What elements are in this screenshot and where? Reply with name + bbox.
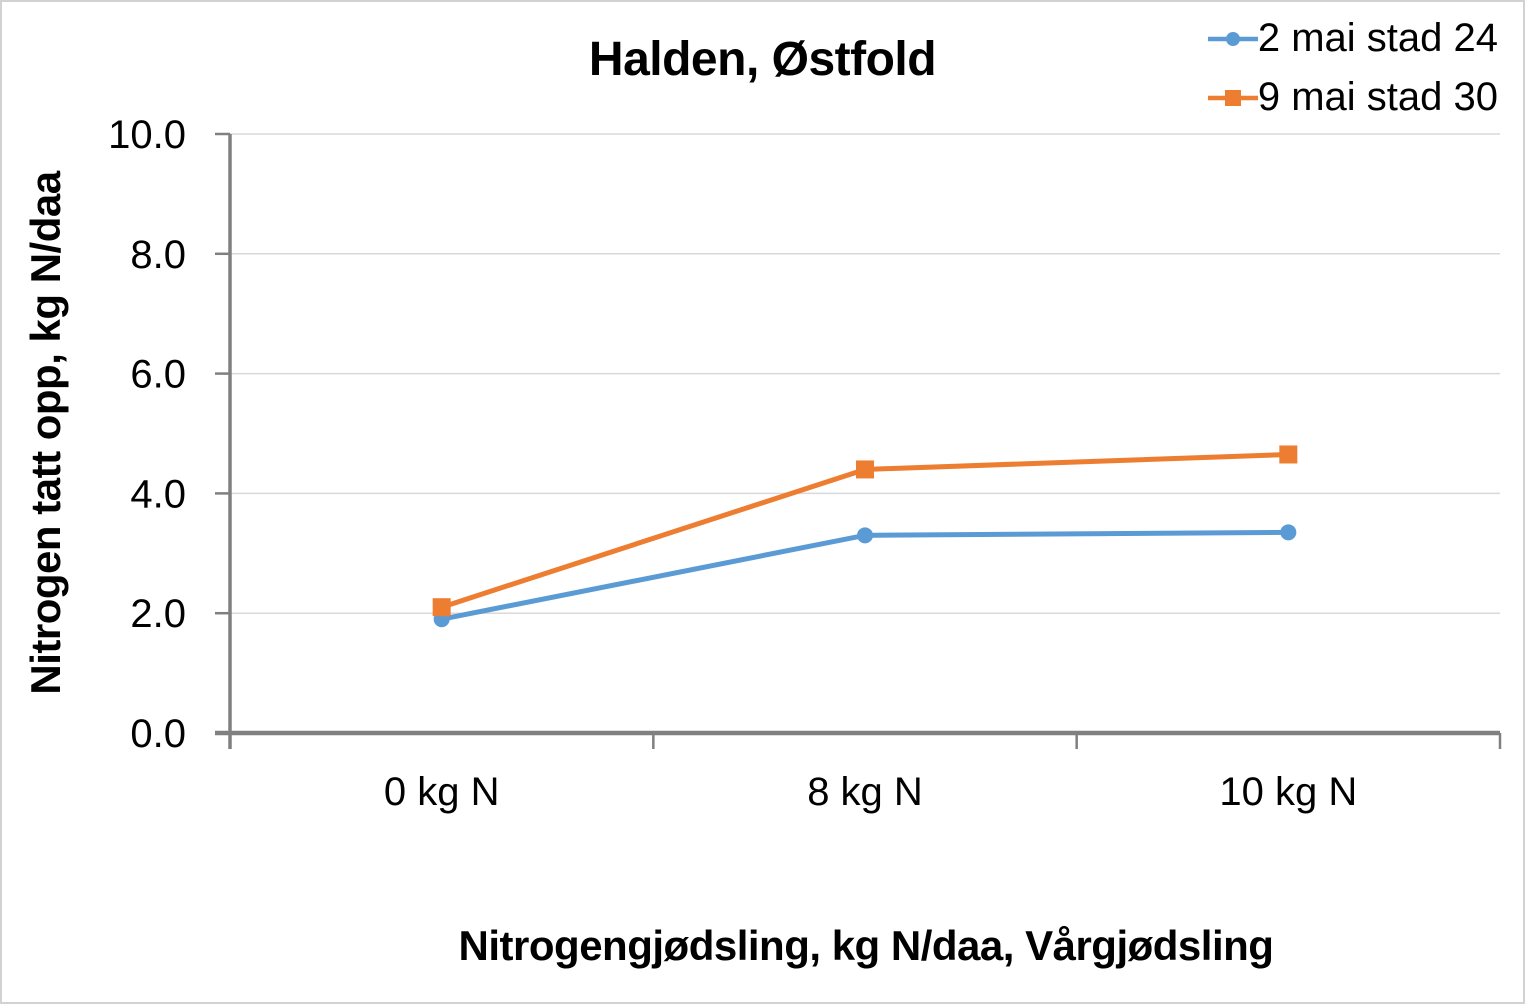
data-point-marker [1280,524,1297,541]
y-axis-title: Nitrogen tatt opp, kg N/daa [22,171,69,695]
legend-item: 9 mai stad 30 [1207,75,1498,120]
y-tick-label: 4.0 [130,472,186,516]
legend-item: 2 mai stad 24 [1207,16,1498,61]
x-axis-title: Nitrogengjødsling, kg N/daa, Vårgjødslin… [458,922,1274,969]
series-line [441,529,1289,622]
data-point-marker [432,598,451,617]
data-point-marker [1224,89,1241,106]
y-tick-label: 6.0 [130,353,186,397]
data-point-marker [1225,31,1240,46]
y-tick-label: 0.0 [130,712,186,756]
x-category-label: 10 kg N [1219,770,1357,814]
data-point-marker [856,460,874,479]
data-point-marker [857,527,873,544]
y-tick-label: 8.0 [130,233,186,277]
legend-marker-icon [1207,31,1258,46]
data-point-marker [1279,445,1298,464]
legend-label: 9 mai stad 30 [1257,75,1498,119]
legend: 2 mai stad 24 9 mai stad 30 [1207,16,1498,120]
x-category-label: 0 kg N [384,770,500,814]
y-tick-label: 10.0 [108,113,186,157]
legend-marker-icon [1207,89,1258,106]
x-category-label: 8 kg N [807,770,923,814]
chart-title: Halden, Østfold [588,33,937,86]
y-tick-label: 2.0 [130,592,186,636]
legend-label: 2 mai stad 24 [1257,16,1498,60]
